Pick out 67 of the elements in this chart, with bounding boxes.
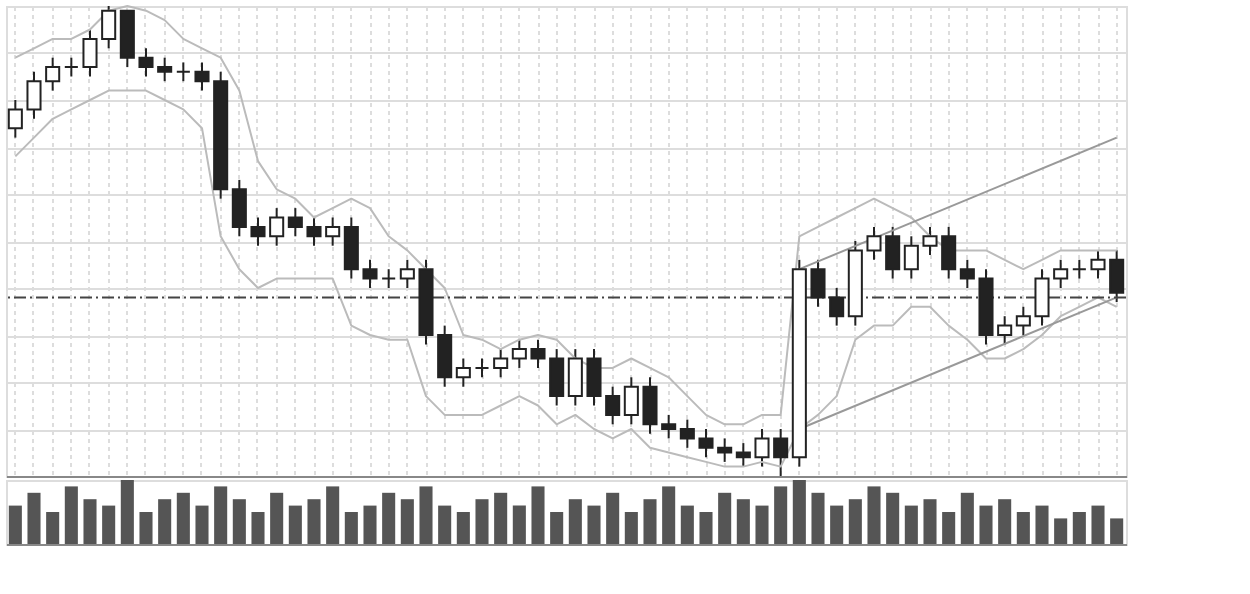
bar: [419, 486, 433, 544]
bar: [699, 512, 713, 544]
bar: [1091, 505, 1105, 544]
bar: [326, 486, 340, 544]
bar: [120, 480, 134, 544]
bar: [176, 492, 190, 544]
bar: [1072, 512, 1086, 544]
bar: [755, 505, 769, 544]
bar: [1016, 512, 1030, 544]
bar: [960, 492, 974, 544]
bar: [774, 486, 788, 544]
bar: [792, 480, 806, 544]
bar: [998, 499, 1012, 544]
candlestick: [493, 348, 509, 379]
bar: [886, 492, 900, 544]
bar: [718, 492, 732, 544]
bar: [550, 512, 564, 544]
bar: [942, 512, 956, 544]
bar: [46, 512, 60, 544]
bar: [456, 512, 470, 544]
bar: [494, 492, 508, 544]
bar: [288, 505, 302, 544]
candlestick: [63, 56, 79, 78]
bar: [979, 505, 993, 544]
bar: [867, 486, 881, 544]
candlestick: [1071, 258, 1087, 280]
candlestick: [381, 268, 397, 289]
bar: [232, 499, 246, 544]
bar: [1054, 518, 1068, 544]
bar: [568, 499, 582, 544]
bar: [512, 505, 526, 544]
bar: [587, 505, 601, 544]
bar: [624, 512, 638, 544]
bar: [270, 492, 284, 544]
bar: [531, 486, 545, 544]
bar: [307, 499, 321, 544]
bar: [8, 505, 22, 544]
bar: [214, 486, 228, 544]
bar: [251, 512, 265, 544]
bar: [1035, 505, 1049, 544]
bar: [83, 499, 97, 544]
bar: [848, 499, 862, 544]
bar: [400, 499, 414, 544]
candlestick: [455, 357, 471, 388]
bar: [102, 505, 116, 544]
bar: [27, 492, 41, 544]
bar: [475, 499, 489, 544]
bar: [344, 512, 358, 544]
bar: [606, 492, 620, 544]
bar: [363, 505, 377, 544]
candlestick: [474, 357, 490, 379]
bar: [195, 505, 209, 544]
bar: [811, 492, 825, 544]
bar: [64, 486, 78, 544]
bar: [662, 486, 676, 544]
candlestick: [175, 61, 191, 83]
bar: [830, 505, 844, 544]
bar: [904, 505, 918, 544]
bar: [643, 499, 657, 544]
bar: [736, 499, 750, 544]
bar: [382, 492, 396, 544]
bar: [438, 505, 452, 544]
bar: [158, 499, 172, 544]
bar: [923, 499, 937, 544]
bar: [680, 505, 694, 544]
bar: [1110, 518, 1124, 544]
bar: [139, 512, 153, 544]
